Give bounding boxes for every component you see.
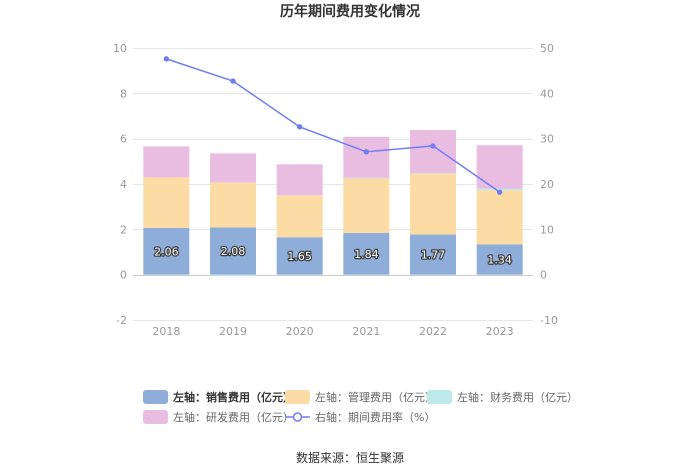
bar-data-label-sales: 2.08 xyxy=(221,245,246,258)
bar-data-label-sales: 1.65 xyxy=(287,250,312,263)
left-axis-tick-label: 6 xyxy=(120,133,127,146)
bar-sales-2023[interactable] xyxy=(476,244,523,275)
right-axis-tick-label: -10 xyxy=(540,314,558,327)
point-expense-ratio-2020[interactable] xyxy=(296,124,303,130)
x-axis-tick-label: 2018 xyxy=(152,325,180,338)
right-axis-tick-label: 20 xyxy=(540,178,554,191)
legend-swatch-admin xyxy=(285,390,310,404)
bar-finance-2021[interactable] xyxy=(343,177,390,179)
bar-finance-2018[interactable] xyxy=(143,274,190,276)
bar-data-label-sales: 1.34 xyxy=(487,253,512,266)
bar-rnd-2020[interactable] xyxy=(276,164,323,196)
legend-label-rnd: 左轴：研发费用（亿元） xyxy=(173,411,294,424)
bar-sales-2022[interactable] xyxy=(410,234,456,275)
bar-admin-2018[interactable] xyxy=(143,177,190,228)
bar-finance-2020[interactable] xyxy=(276,274,323,276)
legend-label-finance: 左轴：财务费用（亿元） xyxy=(457,391,578,404)
bar-finance-2019[interactable] xyxy=(210,274,256,276)
legend-label-sales: 左轴：销售费用（亿元） xyxy=(173,391,294,404)
x-axis-tick-label: 2021 xyxy=(352,325,380,338)
left-axis-tick-label: 2 xyxy=(120,223,127,236)
left-axis-tick-label: -2 xyxy=(116,314,127,327)
point-expense-ratio-2023[interactable] xyxy=(496,189,503,195)
left-axis-tick-label: 4 xyxy=(120,178,127,191)
bar-rnd-2019[interactable] xyxy=(210,153,256,183)
data-source: 数据来源：恒生聚源 xyxy=(295,451,404,465)
bar-data-label-sales: 1.84 xyxy=(354,248,379,261)
legend-label-admin: 左轴：管理费用（亿元） xyxy=(315,391,436,404)
legend-item-expense-ratio[interactable]: 右轴：期间费用率（%） xyxy=(285,409,435,425)
bar-labels-layer: 2.06 2.08 1.65 1.84 1.77 1.34 xyxy=(153,244,513,268)
legend-item-admin[interactable]: 左轴：管理费用（亿元） xyxy=(285,389,436,405)
legend-item-finance[interactable]: 左轴：财务费用（亿元） xyxy=(427,389,578,405)
legend-swatch-finance xyxy=(427,390,452,404)
legend-line-icon xyxy=(285,412,310,422)
bar-sales-2019[interactable] xyxy=(210,227,256,275)
legend-item-rnd[interactable]: 左轴：研发费用（亿元） xyxy=(143,409,294,425)
left-axis-tick-label: 10 xyxy=(113,42,127,55)
left-axis-tick-label: 8 xyxy=(120,87,127,100)
bar-admin-2023[interactable] xyxy=(476,190,523,245)
bar-sales-2020[interactable] xyxy=(276,237,323,275)
bars-layer xyxy=(143,130,523,276)
line-layer xyxy=(163,56,503,195)
bar-rnd-2022[interactable] xyxy=(410,130,456,174)
x-axis-tick-label: 2023 xyxy=(486,325,514,338)
bar-sales-2018[interactable] xyxy=(143,227,190,275)
right-axis-tick-label: 50 xyxy=(540,42,554,55)
bar-rnd-2023[interactable] xyxy=(476,145,523,189)
x-axis-tick-label: 2022 xyxy=(419,325,447,338)
bar-admin-2019[interactable] xyxy=(210,182,256,228)
x-axis-tick-label: 2019 xyxy=(219,325,247,338)
bar-finance-2022[interactable] xyxy=(410,173,456,174)
grid-layer: -2 0 2 4 6 8 10 -10 0 10 20 30 40 50 2018 2019 2020 2021 2… xyxy=(113,42,558,338)
left-axis-tick-label: 0 xyxy=(120,269,127,282)
bar-admin-2020[interactable] xyxy=(276,195,323,238)
point-expense-ratio-2018[interactable] xyxy=(163,56,170,62)
bar-admin-2022[interactable] xyxy=(410,173,456,235)
right-axis-tick-label: 0 xyxy=(540,269,547,282)
bar-rnd-2018[interactable] xyxy=(143,146,190,178)
legend-item-sales[interactable]: 左轴：销售费用（亿元） xyxy=(143,389,294,405)
bar-admin-2021[interactable] xyxy=(343,178,390,233)
chart-title: 历年期间费用变化情况 xyxy=(280,4,420,20)
bar-rnd-2021[interactable] xyxy=(343,136,390,178)
point-expense-ratio-2019[interactable] xyxy=(230,78,236,84)
line-expense-ratio xyxy=(166,58,501,193)
right-axis-tick-label: 40 xyxy=(540,87,554,100)
legend-swatch-sales xyxy=(143,390,168,404)
bar-data-label-sales: 1.77 xyxy=(421,249,446,262)
legend-swatch-rnd xyxy=(143,410,168,424)
point-expense-ratio-2022[interactable] xyxy=(430,143,436,149)
legend-label-expense-ratio: 右轴：期间费用率（%） xyxy=(315,411,436,424)
x-axis-tick-label: 2020 xyxy=(286,325,314,338)
bar-sales-2021[interactable] xyxy=(343,232,390,275)
point-expense-ratio-2021[interactable] xyxy=(363,149,370,155)
right-axis-tick-label: 10 xyxy=(540,223,554,236)
right-axis-tick-label: 30 xyxy=(540,133,554,146)
bar-data-label-sales: 2.06 xyxy=(154,245,179,258)
